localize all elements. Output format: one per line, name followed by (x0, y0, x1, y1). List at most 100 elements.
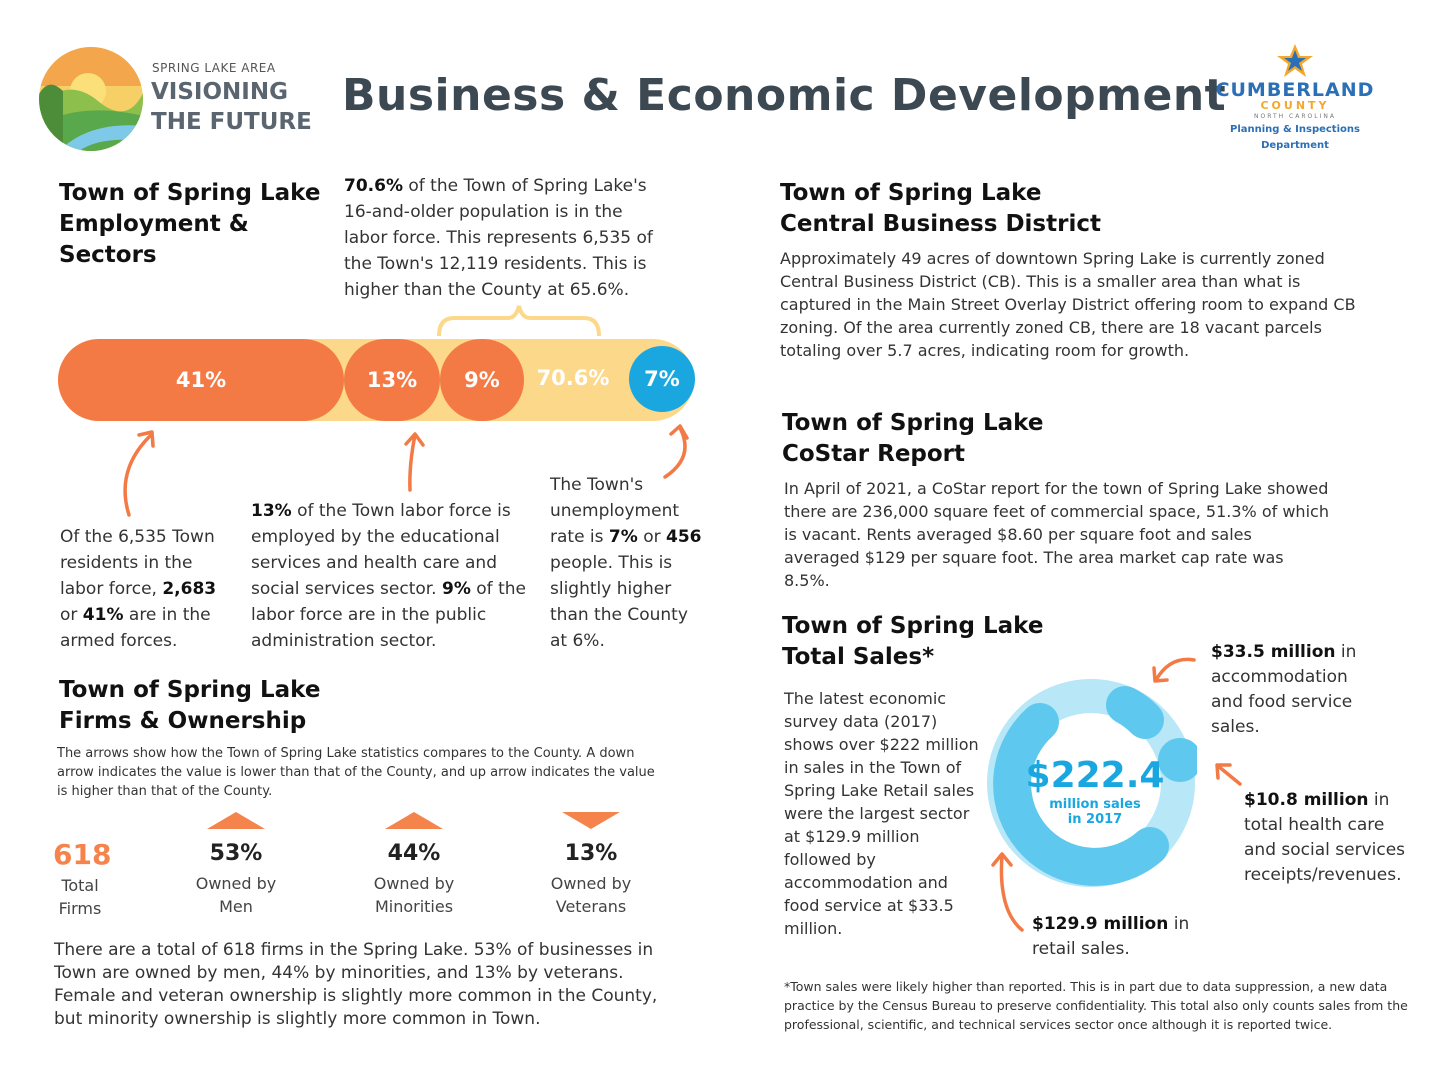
arrow-education-icon (404, 432, 425, 492)
note3-bold-2: 456 (666, 527, 702, 547)
county-dept: Planning & Inspections Department (1230, 124, 1360, 151)
total-firms-label1: Total (61, 876, 99, 895)
public-admin-circle: 9% (440, 339, 524, 421)
sales-center: $222.4 million sales in 2017 (1025, 755, 1165, 827)
costar-heading: Town of Spring Lake CoStar Report (782, 408, 1043, 470)
county-sub: COUNTY (1260, 99, 1330, 112)
note2-bold-1: 13% (251, 501, 292, 521)
note1-text-d: are in the armed forces. (60, 605, 211, 651)
stat-men-label2: Men (219, 897, 253, 916)
firms-summary: There are a total of 618 firms in the Sp… (54, 940, 658, 1029)
note1-text-a: Of the 6,535 Town residents in the labor… (60, 527, 215, 599)
total-firms-value: 618 (53, 838, 112, 871)
star-icon (1277, 44, 1313, 77)
costar-heading-line1: Town of Spring Lake (782, 410, 1044, 436)
education-value: 13% (366, 368, 418, 392)
stat-veterans-value: 13% (564, 841, 618, 866)
armed-forces-value: 41% (175, 368, 227, 392)
page-title: Business & Economic Development (342, 70, 1227, 121)
retail-segment (993, 703, 1169, 886)
stat-veterans-label1: Owned by (550, 874, 632, 893)
logo-line2: THE FUTURE (151, 109, 312, 135)
firms-heading-line2: Firms & Ownership (59, 708, 307, 734)
callout-food: $33.5 million in accommodation and food … (1211, 640, 1371, 740)
callout-retail-bold: $129.9 million (1032, 914, 1169, 934)
note3-text-d: people. This is slightly higher than the… (550, 553, 688, 651)
stat-veterans: 13% Owned by Veterans (531, 812, 651, 918)
sales-center-label2: in 2017 (1067, 812, 1123, 827)
sector-note: 13% of the Town labor force is employed … (251, 498, 526, 654)
note3-bold-1: 7% (608, 527, 638, 547)
logo (38, 46, 144, 152)
firms-intro: The arrows show how the Town of Spring L… (57, 746, 655, 799)
note3-text-a: The Town's unemployment rate is (550, 475, 680, 547)
health-segment (1158, 738, 1197, 782)
stat-men: 53% Owned by Men (176, 812, 296, 918)
employment-heading-line3: Sectors (59, 242, 157, 268)
stat-minorities-value: 44% (387, 841, 441, 866)
stat-veterans-label2: Veterans (555, 897, 627, 916)
arrow-unemployment-icon (663, 424, 689, 479)
arrow-health-icon (1215, 763, 1242, 786)
stat-minorities-label1: Owned by (373, 874, 455, 893)
sales-donut-chart (987, 679, 1197, 887)
county-logo: CUMBERLAND COUNTY NORTH CAROLINA Plannin… (1200, 40, 1390, 151)
sales-footnote: *Town sales were likely higher than repo… (784, 979, 1408, 1032)
callout-food-bold: $33.5 million (1211, 642, 1336, 662)
cbd-heading: Town of Spring Lake Central Business Dis… (780, 178, 1101, 240)
stat-men-label1: Owned by (195, 874, 277, 893)
sales-center-value: $222.4 (1025, 755, 1165, 796)
up-arrow-icon (207, 812, 265, 829)
labor-force-text: of the Town of Spring Lake's 16-and-olde… (344, 176, 653, 300)
total-firms-label2: Firms (58, 899, 102, 918)
employment-heading-line2: Employment & (59, 211, 249, 237)
note1-text-c: or (60, 605, 83, 625)
stat-minorities-label2: Minorities (374, 897, 454, 916)
unemployment-note: The Town's unemployment rate is 7% or 45… (550, 472, 710, 654)
cbd-text: Approximately 49 acres of downtown Sprin… (780, 249, 1356, 360)
employment-heading-line1: Town of Spring Lake (59, 180, 321, 206)
sales-center-label1: million sales (1049, 797, 1141, 812)
note2-bold-2: 9% (442, 579, 471, 599)
sales-heading-line1: Town of Spring Lake (782, 613, 1044, 639)
public-admin-value: 9% (464, 368, 500, 392)
note2-text-c: of the labor force are in the public adm… (251, 579, 526, 651)
callout-health: $10.8 million in total health care and s… (1244, 788, 1414, 888)
sales-text: The latest economic survey data (2017) s… (784, 689, 979, 938)
callout-health-bold: $10.8 million (1244, 790, 1369, 810)
logo-small-text: SPRING LAKE AREA (152, 61, 276, 75)
note1-bold-2: 41% (82, 605, 124, 625)
arrow-food-icon (1152, 657, 1196, 683)
sales-heading-line2: Total Sales* (782, 644, 935, 670)
note2-text-a: of the Town labor force is employed by t… (251, 501, 511, 599)
logo-line1: VISIONING (151, 79, 288, 105)
labor-force-bold: 70.6% (344, 176, 403, 196)
armed-forces-note: Of the 6,535 Town residents in the labor… (60, 524, 230, 654)
arrow-armed-icon (123, 430, 155, 517)
arrow-retail-icon (991, 852, 1024, 932)
unemployment-value: 7% (644, 367, 680, 391)
labor-force-value: 70.6% (536, 366, 610, 390)
stat-men-value: 53% (209, 841, 263, 866)
firms-heading-line1: Town of Spring Lake (59, 677, 321, 703)
cbd-heading-line1: Town of Spring Lake (780, 180, 1042, 206)
costar-heading-line2: CoStar Report (782, 441, 966, 467)
armed-forces-bar: 41% (58, 339, 344, 421)
unemployment-circle: 7% (629, 346, 695, 412)
callout-health-text: in total health care and social services… (1244, 790, 1406, 885)
costar-text: In April of 2021, a CoStar report for th… (784, 479, 1329, 590)
total-firms-label: Total Firms (52, 874, 108, 920)
callout-food-text: in accommodation and food service sales. (1211, 642, 1357, 737)
note3-text-c: or (637, 527, 666, 547)
note1-bold-1: 2,683 (162, 579, 217, 599)
county-name: CUMBERLAND (1215, 79, 1375, 101)
education-circle: 13% (344, 339, 440, 421)
firms-heading: Town of Spring Lake Firms & Ownership (59, 675, 320, 737)
callout-retail-text: in retail sales. (1032, 914, 1190, 959)
callout-retail: $129.9 million in retail sales. (1032, 912, 1202, 962)
bracket-shape (437, 305, 601, 337)
cbd-heading-line2: Central Business District (780, 211, 1101, 237)
down-arrow-icon (562, 812, 620, 829)
labor-force-note: 70.6% of the Town of Spring Lake's 16-an… (344, 173, 664, 303)
employment-heading: Town of Spring Lake Employment & Sectors (59, 178, 320, 271)
